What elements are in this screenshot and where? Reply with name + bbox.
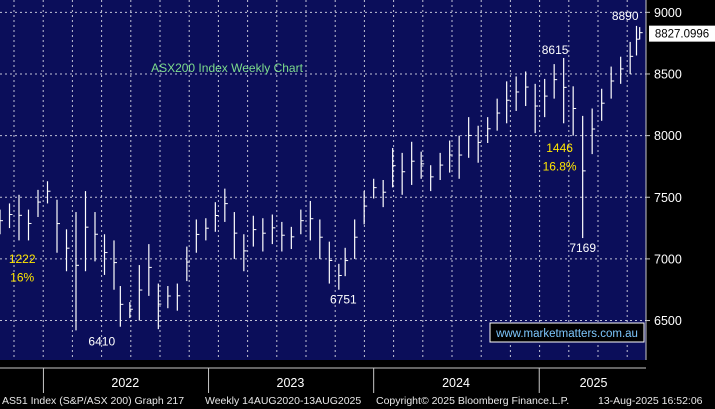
annotation-label: 16.8% — [543, 159, 577, 173]
footer-copyright: Copyright© 2025 Bloomberg Finance.L.P. — [376, 395, 570, 407]
time-axis-panel — [0, 368, 646, 393]
last-price-value: 8827.0996 — [655, 29, 709, 41]
y-tick-label: 8000 — [654, 129, 682, 143]
annotation-label: 8615 — [542, 43, 569, 57]
price-axis-panel — [646, 0, 715, 393]
x-year-label: 2022 — [111, 376, 139, 390]
annotation-label: 1222 — [9, 252, 36, 266]
watermark-text: www.marketmatters.com.au — [495, 328, 638, 340]
x-year-label: 2025 — [580, 376, 608, 390]
y-tick-label: 9000 — [654, 6, 682, 20]
price-bars — [0, 25, 643, 331]
chart-footer: AS51 Index (S&P/ASX 200) Graph 217 Weekl… — [0, 393, 715, 409]
plot-area — [0, 0, 646, 360]
annotations: 8890 8615 7169 6410 6751 1222 16% 1446 16.8% — [9, 9, 639, 349]
y-tick-label: 7500 — [654, 191, 682, 205]
watermark: www.marketmatters.com.au — [489, 322, 645, 343]
y-tick-label: 8500 — [654, 67, 682, 81]
annotation-label: 6751 — [330, 293, 357, 307]
y-tick-label: 6500 — [654, 314, 682, 328]
last-price-box — [649, 25, 715, 42]
annotation-label: 6410 — [88, 335, 115, 349]
annotation-label: 16% — [10, 270, 34, 284]
grid-lines — [0, 0, 646, 360]
footer-index: AS51 Index (S&P/ASX 200) Graph 217 — [2, 395, 185, 407]
footer-period: Weekly 14AUG2020-13AUG2025 — [205, 395, 362, 407]
annotation-label: 1446 — [546, 141, 573, 155]
watermark-box — [489, 322, 645, 343]
x-year-label: 2023 — [277, 376, 305, 390]
footer-timestamp: 13-Aug-2025 16:52:06 — [598, 395, 703, 407]
last-price-tag: 8827.0996 — [649, 25, 715, 42]
annotation-label: 8890 — [612, 9, 639, 23]
y-axis: 6500 7000 7500 8000 8500 9000 — [646, 6, 682, 328]
y-tick-label: 7000 — [654, 252, 682, 266]
x-year-label: 2024 — [442, 376, 470, 390]
x-axis: 2022 2023 2024 2025 — [42, 368, 608, 393]
annotation-label: 7169 — [569, 241, 596, 255]
chart-title: ASX200 Index Weekly Chart — [151, 61, 304, 75]
